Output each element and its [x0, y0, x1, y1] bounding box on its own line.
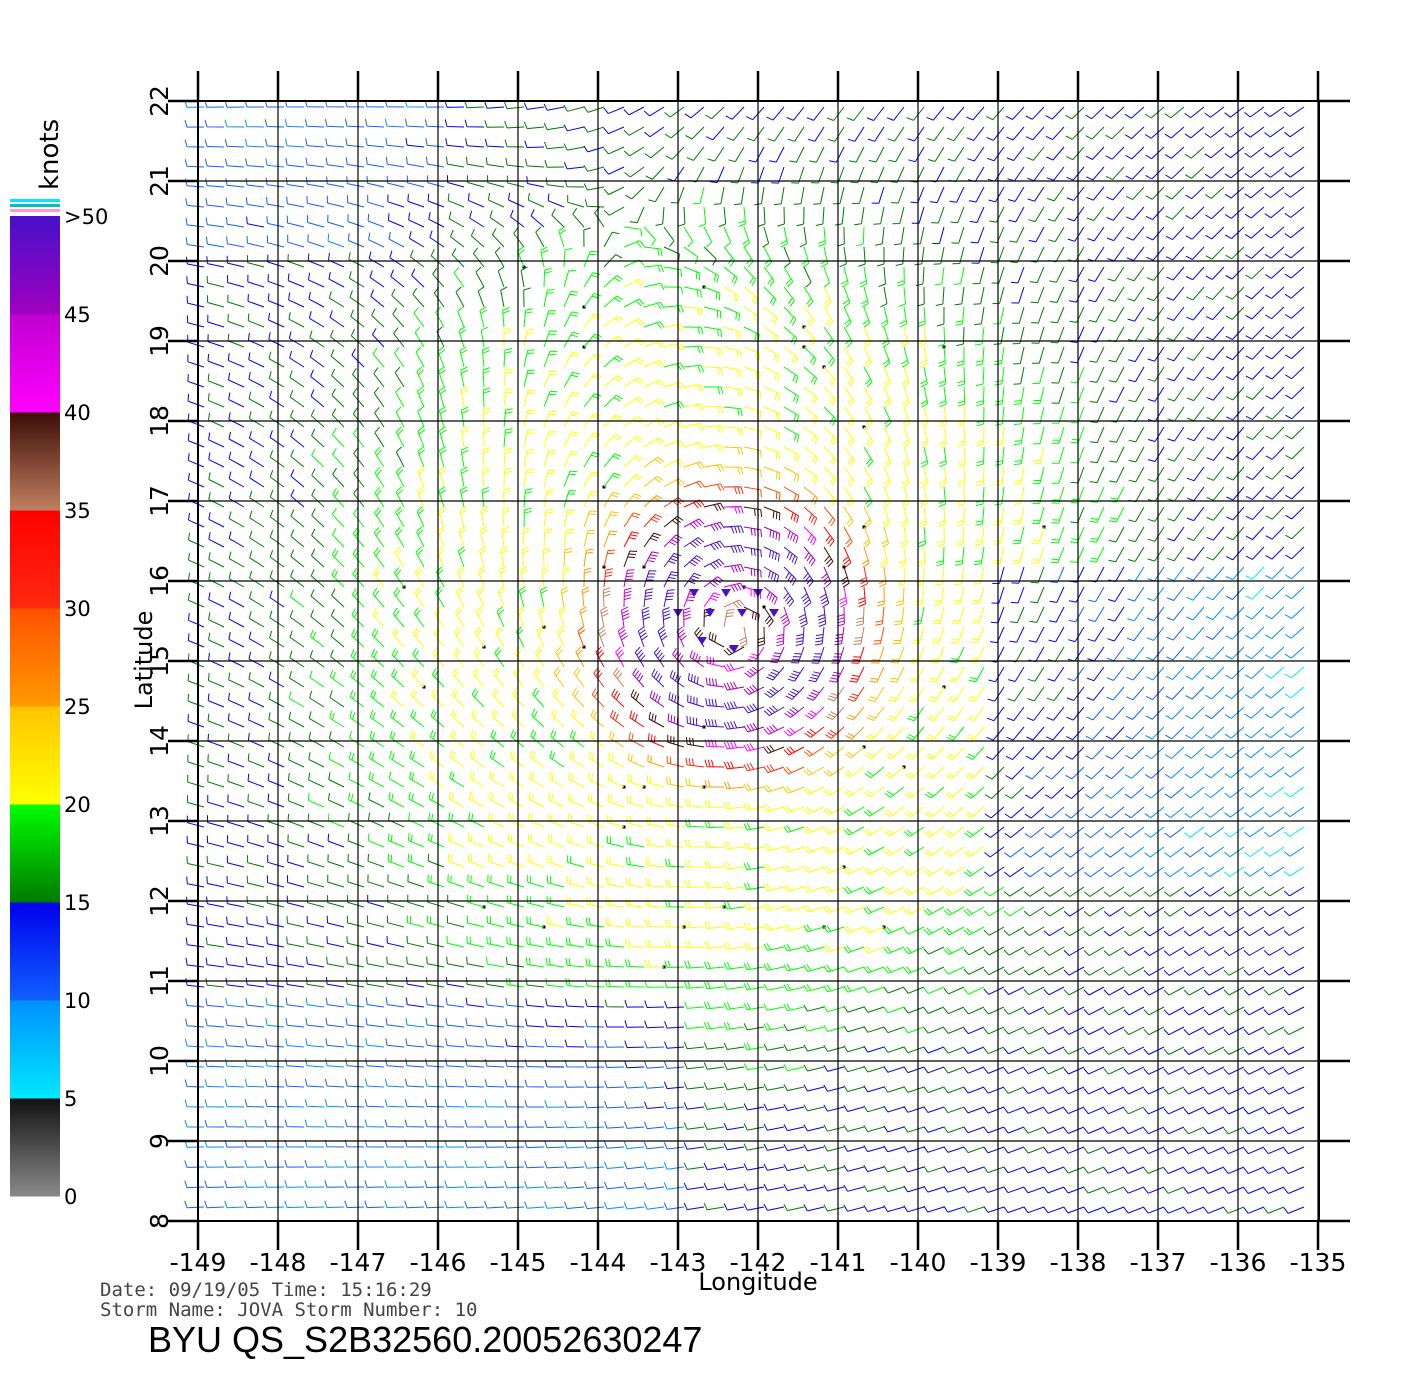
- colorbar-band: [10, 314, 60, 413]
- barb-group: [632, 521, 845, 733]
- lat-tick-label: 15: [145, 645, 174, 677]
- lon-tick-label: -141: [810, 1248, 867, 1277]
- wind-pennant: [689, 589, 699, 597]
- lon-tick-label: -147: [330, 1248, 387, 1277]
- barb-group: [372, 278, 1045, 968]
- barb-group: [186, 100, 1305, 1214]
- lon-tick-label: -135: [1290, 1248, 1347, 1277]
- lon-tick-label: -148: [250, 1248, 307, 1277]
- barb-group: [184, 99, 1245, 1210]
- colorbar-band: [10, 608, 60, 707]
- colorbar-band: [10, 1098, 60, 1197]
- colorbar-band: [10, 510, 60, 609]
- lat-tick-label: 16: [145, 565, 174, 597]
- colorbar-bands: [10, 216, 60, 1197]
- lon-tick-label: -145: [490, 1248, 547, 1277]
- barb-group: [577, 480, 885, 775]
- lat-tick-label: 20: [145, 245, 174, 277]
- storm-info-line: Storm Name: JOVA Storm Number: 10: [100, 1299, 478, 1321]
- wind-pennant: [697, 637, 707, 645]
- colorbar-band: [10, 412, 60, 511]
- wind-pennant: [729, 645, 739, 653]
- lon-tick-label: -143: [650, 1248, 707, 1277]
- colorbar-label: 35: [64, 499, 91, 523]
- lon-tick-label: -137: [1130, 1248, 1187, 1277]
- colorbar-label: 0: [64, 1185, 77, 1209]
- lat-tick-label: 17: [145, 485, 174, 517]
- colorbar-band: [10, 1000, 60, 1099]
- lat-tick-label: 12: [145, 885, 174, 917]
- lon-tick-label: -149: [170, 1248, 227, 1277]
- colorbar-cap-teal: [10, 204, 60, 207]
- colorbar-band: [10, 706, 60, 805]
- wind-pennant: [737, 609, 747, 617]
- colorbar-cap-pink: [10, 209, 60, 212]
- lat-tick-label: 19: [145, 325, 174, 357]
- lat-tick-label: 10: [145, 1045, 174, 1077]
- lon-tick-label: -144: [570, 1248, 627, 1277]
- lon-tick-label: -146: [410, 1248, 467, 1277]
- colorbar-label: 45: [64, 303, 91, 327]
- colorbar-band: [10, 902, 60, 1001]
- lon-tick-label: -140: [890, 1248, 947, 1277]
- barb-group: [184, 99, 1305, 1210]
- colorbar-label: 40: [64, 401, 91, 425]
- barb-group: [575, 486, 887, 790]
- colorbar-title: knots: [35, 119, 65, 190]
- barb-group: [634, 525, 830, 730]
- lon-tick-label: -138: [1050, 1248, 1107, 1277]
- lon-tick-label: -136: [1210, 1248, 1267, 1277]
- colorbar-label: 10: [64, 989, 91, 1013]
- barb-group: [593, 486, 868, 774]
- lat-tick-label: 9: [145, 1133, 174, 1149]
- lon-tick-label: -142: [730, 1248, 787, 1277]
- colorbar-labels: >50 45 40 35 30 25 20 15 10 5 0: [64, 205, 108, 1209]
- wind-pennant: [721, 589, 731, 597]
- wind-pennant: [705, 609, 715, 617]
- colorbar-cap-cyan: [10, 199, 60, 202]
- product-id: BYU QS_S2B32560.20052630247: [148, 1319, 702, 1360]
- lat-tick-label: 11: [145, 965, 174, 997]
- wind-pennant: [769, 609, 779, 617]
- colorbar: knots >50 45 40 35 30 25 20 15 10 5 0: [10, 119, 108, 1209]
- x-axis-title: Longitude: [698, 1268, 817, 1296]
- plot-area: -149 -148 -147 -146 -145 -144 -143 -142 -141 -140…: [145, 71, 1350, 1277]
- colorbar-band: [10, 216, 60, 315]
- barb-group: [1184, 566, 1305, 877]
- colorbar-band: [10, 804, 60, 903]
- colorbar-label: 30: [64, 597, 91, 621]
- colorbar-label: 5: [64, 1087, 77, 1111]
- barb-group: [617, 518, 845, 735]
- lat-tick-label: 21: [145, 165, 174, 197]
- barb-group: [623, 502, 850, 754]
- colorbar-label: 15: [64, 891, 91, 915]
- lat-tick-label: 18: [145, 405, 174, 437]
- wind-barbs: [184, 99, 1305, 1214]
- y-axis-title: Latitude: [130, 611, 158, 710]
- barb-group: [597, 587, 865, 721]
- lat-tick-label: 14: [145, 725, 174, 757]
- lat-tick-label: 8: [145, 1213, 174, 1229]
- colorbar-label: 25: [64, 695, 91, 719]
- barb-group: [553, 446, 905, 794]
- barb-group: [288, 186, 1125, 1072]
- lon-tick-label: -139: [970, 1248, 1027, 1277]
- colorbar-label: 20: [64, 793, 91, 817]
- lat-tick-label: 13: [145, 805, 174, 837]
- barb-group: [595, 499, 866, 770]
- lat-tick-label: 22: [145, 85, 174, 117]
- axis-ticks: -149 -148 -147 -146 -145 -144 -143 -142 -141 -140…: [145, 71, 1350, 1277]
- colorbar-label: >50: [64, 205, 108, 229]
- date-time-line: Date: 09/19/05 Time: 15:16:29: [100, 1279, 432, 1301]
